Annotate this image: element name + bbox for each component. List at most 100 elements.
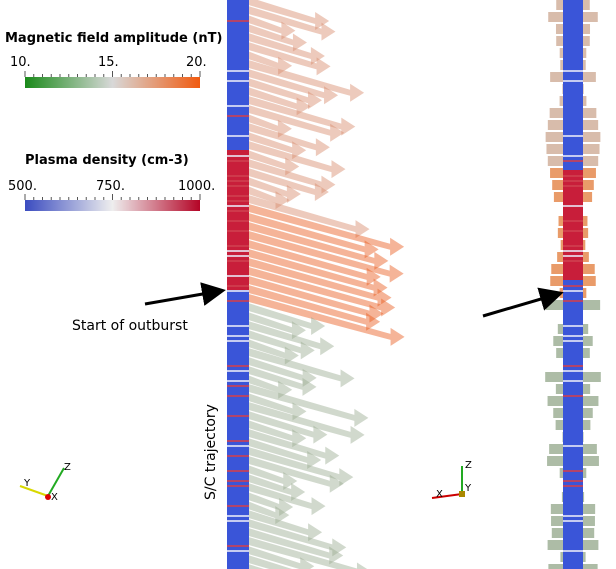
stripe — [227, 210, 249, 212]
field-arrow — [245, 41, 331, 76]
field-arrow — [245, 131, 307, 160]
field-arrow — [245, 86, 311, 116]
axis-label: Z — [64, 462, 71, 473]
stripe — [563, 445, 583, 447]
stripe — [563, 70, 583, 72]
field-arrow — [245, 266, 396, 317]
stripe — [227, 340, 249, 342]
field-arrow — [245, 0, 330, 31]
stripe — [563, 515, 583, 517]
field-arrow — [245, 293, 405, 346]
field-arrow — [245, 176, 301, 203]
stripe — [227, 195, 249, 197]
stripe — [227, 20, 249, 22]
stripe — [563, 480, 583, 482]
stripe — [563, 340, 583, 342]
stripe — [563, 470, 583, 472]
field-arrow — [245, 374, 293, 399]
right-outburst-segment — [563, 170, 583, 280]
field-arrow — [245, 545, 315, 569]
field-arrow — [245, 122, 330, 157]
trajectory-stripes — [227, 20, 583, 552]
colorbar — [25, 77, 200, 88]
stripe — [227, 520, 249, 522]
stripe — [563, 250, 583, 252]
axis-label: X — [51, 492, 58, 503]
stripe — [227, 470, 249, 472]
field-arrow — [245, 149, 300, 176]
stripe — [227, 205, 249, 207]
axis-label: Y — [464, 483, 472, 494]
stripe — [227, 550, 249, 552]
field-arrow — [245, 563, 265, 569]
field-arrow — [245, 491, 294, 517]
field-arrow — [245, 509, 323, 542]
colorbar-label: 750. — [96, 179, 125, 194]
field-arrow — [245, 410, 328, 444]
stripe — [563, 260, 583, 262]
field-arrow — [245, 257, 392, 307]
colorbar — [25, 200, 200, 211]
field-arrow — [245, 392, 307, 421]
stripe — [227, 385, 249, 387]
field-arrow — [245, 482, 326, 516]
stripe — [227, 80, 249, 82]
colorbar-label: 20. — [186, 55, 207, 70]
field-arrow — [245, 302, 326, 336]
stripe — [227, 480, 249, 482]
field-arrow — [245, 527, 344, 565]
stripe — [227, 255, 249, 257]
stripe — [227, 230, 249, 232]
field-arrow — [245, 203, 405, 256]
stripe — [227, 70, 249, 72]
field-arrow — [245, 428, 340, 465]
field-arrow — [245, 284, 381, 331]
stripe — [227, 115, 249, 117]
colorbar-label: 500. — [8, 179, 37, 194]
stripe — [563, 180, 583, 182]
stripe — [227, 335, 249, 337]
stripe — [563, 550, 583, 552]
stripe — [227, 415, 249, 417]
stripe — [227, 440, 249, 442]
field-arrow — [245, 104, 345, 142]
stripe — [227, 370, 249, 372]
field-arrow — [245, 59, 365, 102]
stripe — [563, 325, 583, 327]
annotation: Start of outburst — [72, 318, 188, 334]
colorbar-label: 15. — [98, 55, 119, 70]
colorbar-label: 1000. — [178, 179, 215, 194]
stripe — [563, 365, 583, 367]
field-arrows — [245, 0, 601, 569]
colorbar-label: 10. — [10, 55, 31, 70]
stripe — [227, 260, 249, 262]
field-arrow — [245, 455, 344, 493]
stripe — [563, 485, 583, 487]
field-arrow — [245, 401, 365, 444]
field-arrow — [245, 32, 325, 65]
stripe — [227, 155, 249, 157]
field-arrow — [245, 473, 306, 502]
stripe — [227, 395, 249, 397]
axes-triad: Z Y X — [431, 460, 472, 500]
field-arrow — [245, 95, 356, 136]
field-arrow — [245, 419, 307, 448]
field-arrow — [245, 338, 299, 365]
stripe — [563, 230, 583, 232]
axes-triad: Y X Z — [19, 462, 71, 503]
stripe — [227, 505, 249, 507]
stripe — [563, 395, 583, 397]
right-trajectory — [563, 0, 583, 569]
field-arrow — [245, 311, 306, 340]
field-arrow — [245, 275, 384, 323]
field-arrow — [245, 5, 336, 41]
field-arrow — [245, 212, 379, 259]
field-arrow — [245, 356, 317, 387]
stripe — [227, 180, 249, 182]
stripe — [227, 380, 249, 382]
stripe — [563, 80, 583, 82]
field-arrow — [245, 68, 339, 105]
stripe — [227, 365, 249, 367]
